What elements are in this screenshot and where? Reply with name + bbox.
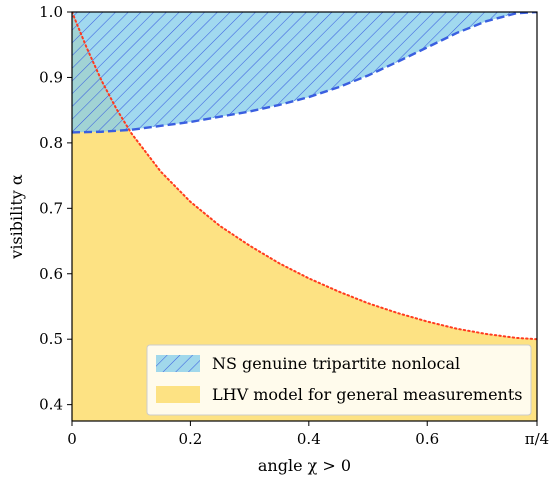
x-tick-label: 0.6 [415,430,439,448]
y-tick-label: 1.0 [39,3,63,21]
lhv-boundary-line [72,12,537,341]
axes-frame [71,11,538,422]
y-tick-label: 0.7 [39,199,63,217]
legend: NS genuine tripartite nonlocal LHV model… [146,344,532,416]
lhv-region-fill [72,12,537,421]
legend-box [146,344,532,416]
legend-label-lhv: LHV model for general measurements [212,385,523,404]
y-tick-label: 0.4 [39,396,63,414]
legend-swatch-ns-hatch [156,355,200,372]
x-tick-label: 0.4 [297,430,321,448]
y-axis-ticks: 0.4 0.5 0.6 0.7 0.8 0.9 1.0 [39,3,72,414]
legend-label-ns: NS genuine tripartite nonlocal [212,354,460,373]
y-tick-label: 0.6 [39,265,63,283]
x-axis-label: angle χ > 0 [258,456,351,475]
plot-area [72,12,537,421]
y-tick-label: 0.8 [39,134,63,152]
x-tick-label: π/4 [525,430,549,448]
y-axis-label: visibility α [7,174,26,260]
y-tick-label: 0.5 [39,330,63,348]
x-tick-label: 0.2 [178,430,202,448]
ns-boundary-line [72,12,537,134]
ns-region-hatch [72,12,537,133]
x-tick-label: 0 [67,430,77,448]
x-axis-ticks: 0 0.2 0.4 0.6 π/4 [67,421,549,448]
legend-swatch-lhv [156,386,200,403]
y-tick-label: 0.9 [39,68,63,86]
